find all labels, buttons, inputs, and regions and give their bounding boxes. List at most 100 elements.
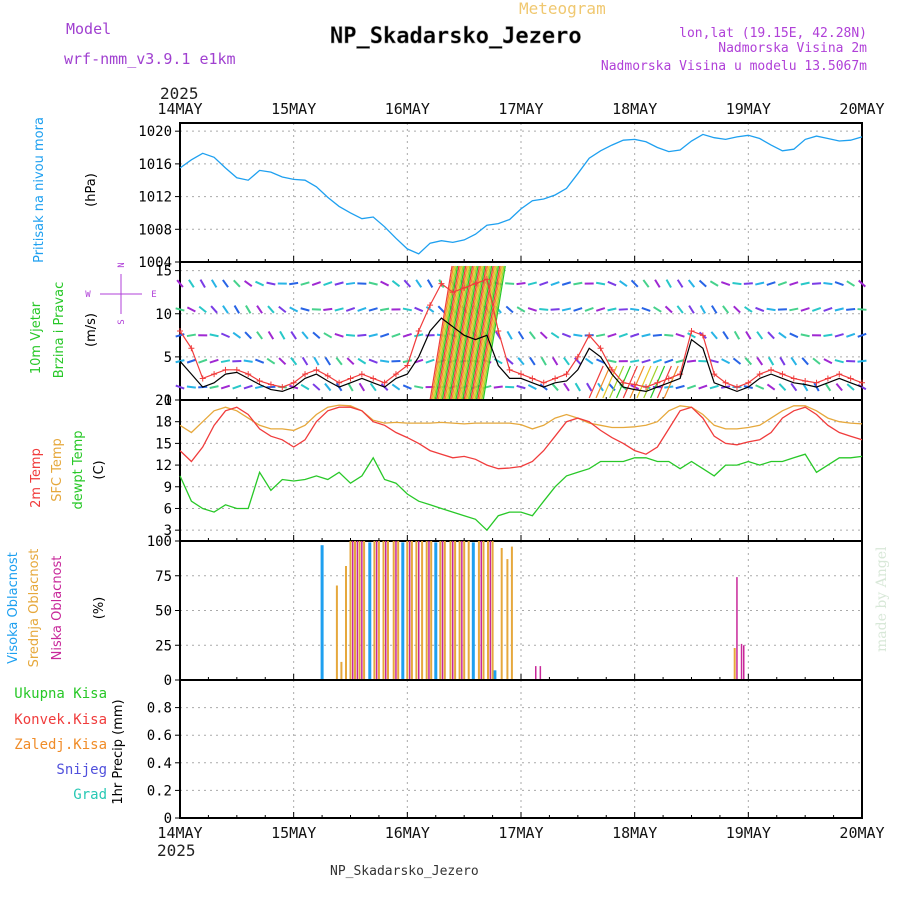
wind-gust-marker <box>381 379 388 386</box>
wind-gust-marker <box>836 371 843 378</box>
wind-gust-marker <box>290 379 297 386</box>
y-tick-label: 6 <box>164 501 172 517</box>
wind-arrow <box>209 385 219 389</box>
wind-arrow <box>186 306 196 313</box>
coords-label: lon,lat (19.15E, 42.28N) <box>679 26 867 41</box>
cloud-mid-bar <box>510 546 513 680</box>
cloud-high-bar <box>401 542 405 680</box>
wind-arrow <box>232 331 242 339</box>
wind-gust-marker <box>824 375 831 382</box>
wind-gust-marker <box>245 371 252 378</box>
wind-arrow <box>222 279 229 288</box>
wind-gust-marker <box>438 280 445 287</box>
wind-gust-marker <box>347 375 354 382</box>
wind-gust-marker <box>449 289 456 296</box>
temperature-panel: 3 6 9 12 15 18 21 <box>155 393 863 542</box>
wind-arrow <box>846 280 855 287</box>
wind-gust-marker <box>415 328 422 334</box>
wind-arrow <box>186 333 196 338</box>
wind-arrow <box>529 356 536 366</box>
wind-arrow <box>505 282 515 285</box>
wind-arrow <box>369 382 377 392</box>
wind-arrow <box>334 307 344 312</box>
wind-arrow <box>688 305 695 314</box>
date-axis-top: 14MAY 15MAY 16MAY 17MAY 18MAY 19MAY 20MAY <box>157 100 884 118</box>
wind-arrow <box>595 333 606 338</box>
cloud-mid-bar <box>335 585 338 680</box>
wind-arrow <box>188 279 195 288</box>
wind-arrow <box>687 332 696 339</box>
wind-panel: 0 5 10 15 <box>155 261 867 409</box>
wind-arrow <box>335 357 343 366</box>
wind-arrow <box>426 279 434 288</box>
wind-arrow <box>766 307 776 312</box>
wind-arrow <box>846 332 856 338</box>
wind-gust-marker <box>847 375 854 382</box>
y-tick-label: 0.2 <box>147 783 172 799</box>
date-label-top: 20MAY <box>839 100 884 118</box>
wind-gust-marker <box>677 371 684 378</box>
wind-arrow <box>595 281 606 286</box>
temp-ylabel-sfc: SFC Temp <box>50 438 65 502</box>
wind-gust-marker <box>859 379 865 386</box>
temp-ylabel-dewpt: dewpt Temp <box>71 430 86 509</box>
year-bottom: 2025 <box>157 841 196 860</box>
wind-arrow <box>402 359 412 364</box>
station-title: NP_Skadarsko_Jezero <box>330 24 582 49</box>
precip-label-conv: Konvek.Kisa <box>14 712 107 728</box>
cloud-mid-bar <box>506 559 509 680</box>
wind-arrow <box>479 265 504 401</box>
wind-arrow <box>517 357 525 366</box>
wind-arrow <box>493 385 503 389</box>
date-label-bottom: 17MAY <box>498 824 543 842</box>
wind-arrow <box>858 279 866 288</box>
cloud-low-bar <box>441 541 444 680</box>
cloud-low-bar <box>408 541 411 680</box>
wind-arrow <box>857 332 867 338</box>
meteogram-label: Meteogram <box>519 0 606 18</box>
wind-arrow <box>414 306 424 313</box>
wind-arrow <box>630 359 640 363</box>
wind-arrow <box>475 265 500 401</box>
wind-arrow <box>733 305 741 314</box>
wind-gust-marker <box>529 375 536 382</box>
wind-speed-line <box>179 317 863 393</box>
wind-arrow <box>595 307 606 312</box>
wind-arrow <box>434 265 459 401</box>
date-label-top: 15MAY <box>271 100 316 118</box>
precip-label-snow: Snijeg <box>56 762 107 778</box>
altitude-label: Nadmorska Visina 2m <box>718 41 867 56</box>
wind-arrow <box>256 331 264 340</box>
wind-arrow <box>471 265 495 401</box>
wind-arrow <box>176 279 184 288</box>
wind-arrow <box>824 382 832 392</box>
cloud-low-bar <box>743 645 745 681</box>
wind-arrow <box>464 265 489 401</box>
y-tick-label: 10 <box>155 307 172 323</box>
wind-arrow <box>801 357 809 366</box>
wind-arrow <box>561 281 572 286</box>
wind-arrow <box>466 265 490 401</box>
wind-arrow <box>301 356 309 366</box>
wind-arrow <box>391 280 401 288</box>
temp-unit: (C) <box>92 460 107 479</box>
cloud-mid-bar <box>443 541 446 680</box>
wind-arrow <box>175 359 185 364</box>
date-label-bottom: 20MAY <box>839 824 884 842</box>
wind-arrow <box>527 307 537 312</box>
cloud-mid-bar <box>349 541 352 680</box>
wind-arrow <box>551 383 559 392</box>
wind-arrow <box>857 308 867 311</box>
wind-arrow <box>823 307 833 312</box>
cloud-mid-bar <box>733 648 736 680</box>
y-tick-label: 25 <box>155 638 172 654</box>
y-tick-label: 0 <box>164 393 172 409</box>
cloud-low-bar <box>489 541 492 680</box>
cloud-high-bar <box>320 545 324 680</box>
wind-arrow <box>414 385 424 389</box>
wind-arrow <box>561 307 572 312</box>
wind-arrow <box>800 333 810 338</box>
wind-arrow <box>721 281 731 286</box>
wind-gust-marker <box>461 284 468 291</box>
